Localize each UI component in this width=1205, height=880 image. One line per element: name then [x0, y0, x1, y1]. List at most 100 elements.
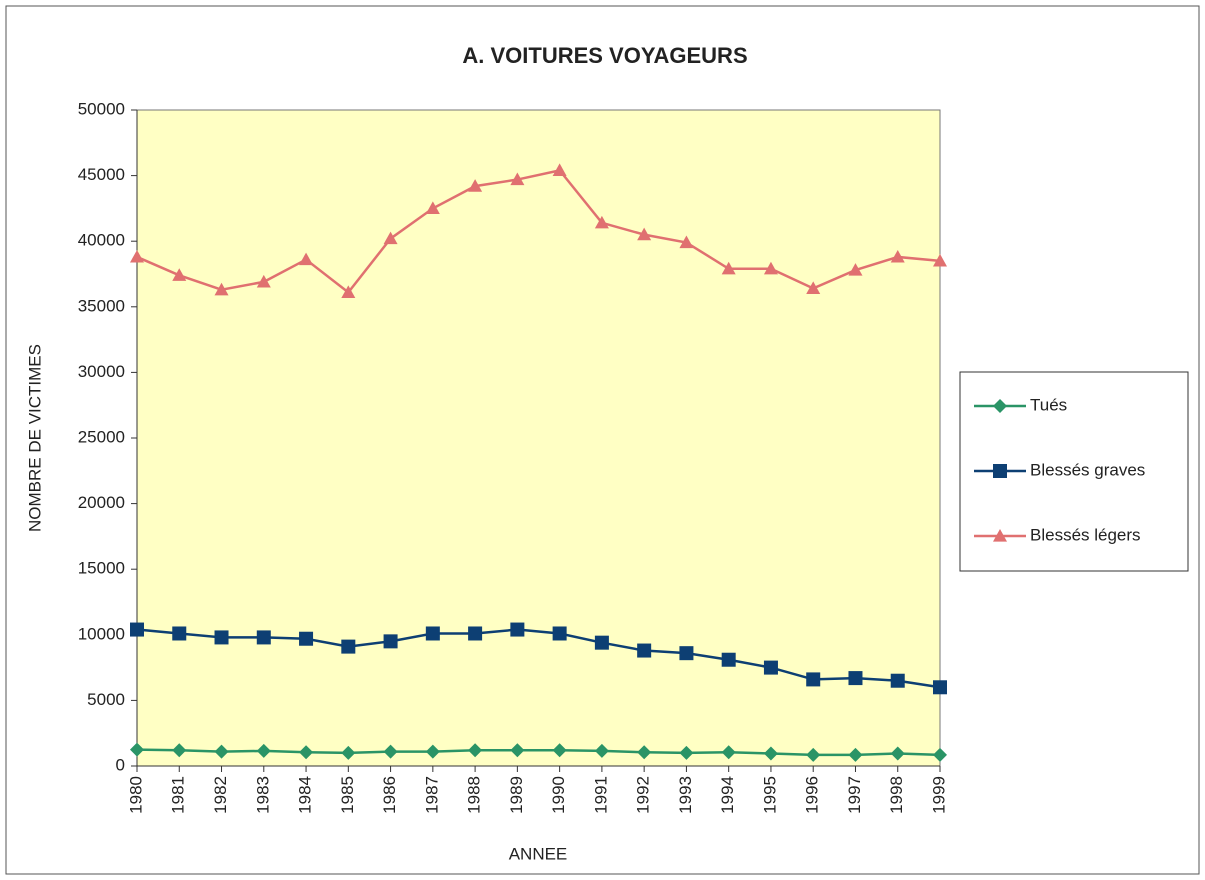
data-point [806, 672, 821, 687]
x-tick-label: 1993 [676, 776, 695, 814]
x-tick-label: 1982 [211, 776, 230, 814]
y-tick-label: 35000 [78, 296, 125, 315]
data-point [552, 743, 567, 758]
data-point [637, 227, 652, 241]
plot-area [136, 109, 941, 767]
data-point [763, 746, 778, 761]
data-point [510, 172, 525, 186]
x-tick-label: 1990 [549, 776, 568, 814]
data-point [637, 745, 652, 760]
data-point [256, 743, 271, 758]
y-tick-label: 45000 [78, 165, 125, 184]
y-tick-label: 5000 [87, 690, 125, 709]
x-tick-label: 1991 [591, 776, 610, 814]
x-tick-label: 1996 [803, 776, 822, 814]
x-tick-label: 1999 [929, 776, 948, 814]
x-tick-label: 1980 [126, 776, 145, 814]
series-line [136, 628, 941, 689]
x-tick-label: 1986 [380, 776, 399, 814]
data-point [806, 747, 821, 762]
x-tick-label: 1997 [845, 776, 864, 814]
data-point [679, 745, 694, 760]
data-point [848, 671, 863, 686]
data-point [341, 639, 356, 654]
legend-marker [993, 529, 1007, 542]
y-tick-label: 20000 [78, 493, 125, 512]
y-tick-label: 40000 [78, 231, 125, 250]
series-line [136, 748, 941, 757]
y-tick-label: 25000 [78, 427, 125, 446]
data-point [172, 743, 187, 758]
x-tick-label: 1998 [887, 776, 906, 814]
data-point [425, 201, 440, 214]
data-point [763, 660, 778, 675]
data-point [933, 680, 947, 695]
data-point [848, 747, 863, 762]
x-tick-label: 1988 [465, 776, 484, 814]
data-point [510, 622, 525, 637]
y-tick-label: 10000 [78, 624, 125, 643]
y-tick-label: 0 [116, 755, 125, 774]
data-point [341, 745, 356, 760]
x-tick-label: 1994 [718, 776, 737, 814]
x-tick-label: 1989 [507, 776, 526, 814]
data-point [130, 622, 144, 637]
data-point [299, 745, 314, 760]
data-point [933, 747, 947, 762]
data-point [214, 744, 229, 759]
data-point [890, 249, 905, 263]
data-point [594, 743, 609, 758]
data-point [172, 626, 187, 641]
data-point [468, 743, 483, 758]
data-point [806, 281, 821, 295]
data-point [552, 163, 567, 176]
data-point [933, 253, 947, 267]
data-point [510, 743, 525, 758]
data-point [468, 179, 483, 192]
data-point [130, 249, 144, 263]
data-point [890, 673, 905, 688]
data-point [383, 744, 398, 759]
series-line [136, 168, 941, 295]
legend-marker [993, 399, 1007, 413]
data-point [721, 652, 736, 667]
x-tick-label: 1981 [169, 776, 188, 814]
legend-marker [993, 464, 1007, 478]
data-point [890, 746, 905, 761]
x-tick-label: 1995 [760, 776, 779, 814]
data-point [679, 646, 694, 661]
data-point [848, 263, 863, 276]
x-tick-label: 1992 [634, 776, 653, 814]
data-point [130, 742, 144, 757]
x-tick-label: 1987 [422, 776, 441, 814]
data-point [299, 631, 314, 646]
data-point [172, 268, 187, 281]
data-point [299, 252, 314, 266]
legend-label: Blessés graves [1030, 460, 1145, 479]
y-axis-label: NOMBRE DE VICTIMES [25, 344, 44, 532]
data-point [721, 261, 736, 275]
data-point [552, 626, 567, 641]
data-point [383, 231, 398, 245]
x-tick-label: 1983 [253, 776, 272, 814]
data-point [425, 626, 440, 641]
data-point [383, 634, 398, 649]
x-axis-label: ANNEE [509, 844, 568, 863]
legend-label: Tués [1030, 395, 1067, 414]
data-point [763, 261, 778, 275]
data-point [637, 643, 652, 658]
data-point [679, 235, 694, 249]
chart-title: A. VOITURES VOYAGEURS [462, 43, 747, 68]
y-tick-label: 15000 [78, 559, 125, 578]
data-point [425, 744, 440, 759]
y-tick-label: 30000 [78, 362, 125, 381]
legend-label: Blessés légers [1030, 525, 1141, 544]
x-tick-label: 1984 [296, 776, 315, 814]
data-point [341, 285, 356, 298]
x-tick-label: 1985 [338, 776, 357, 814]
data-point [256, 274, 271, 288]
data-point [468, 626, 483, 641]
data-point [256, 630, 271, 645]
y-tick-label: 50000 [78, 99, 125, 118]
